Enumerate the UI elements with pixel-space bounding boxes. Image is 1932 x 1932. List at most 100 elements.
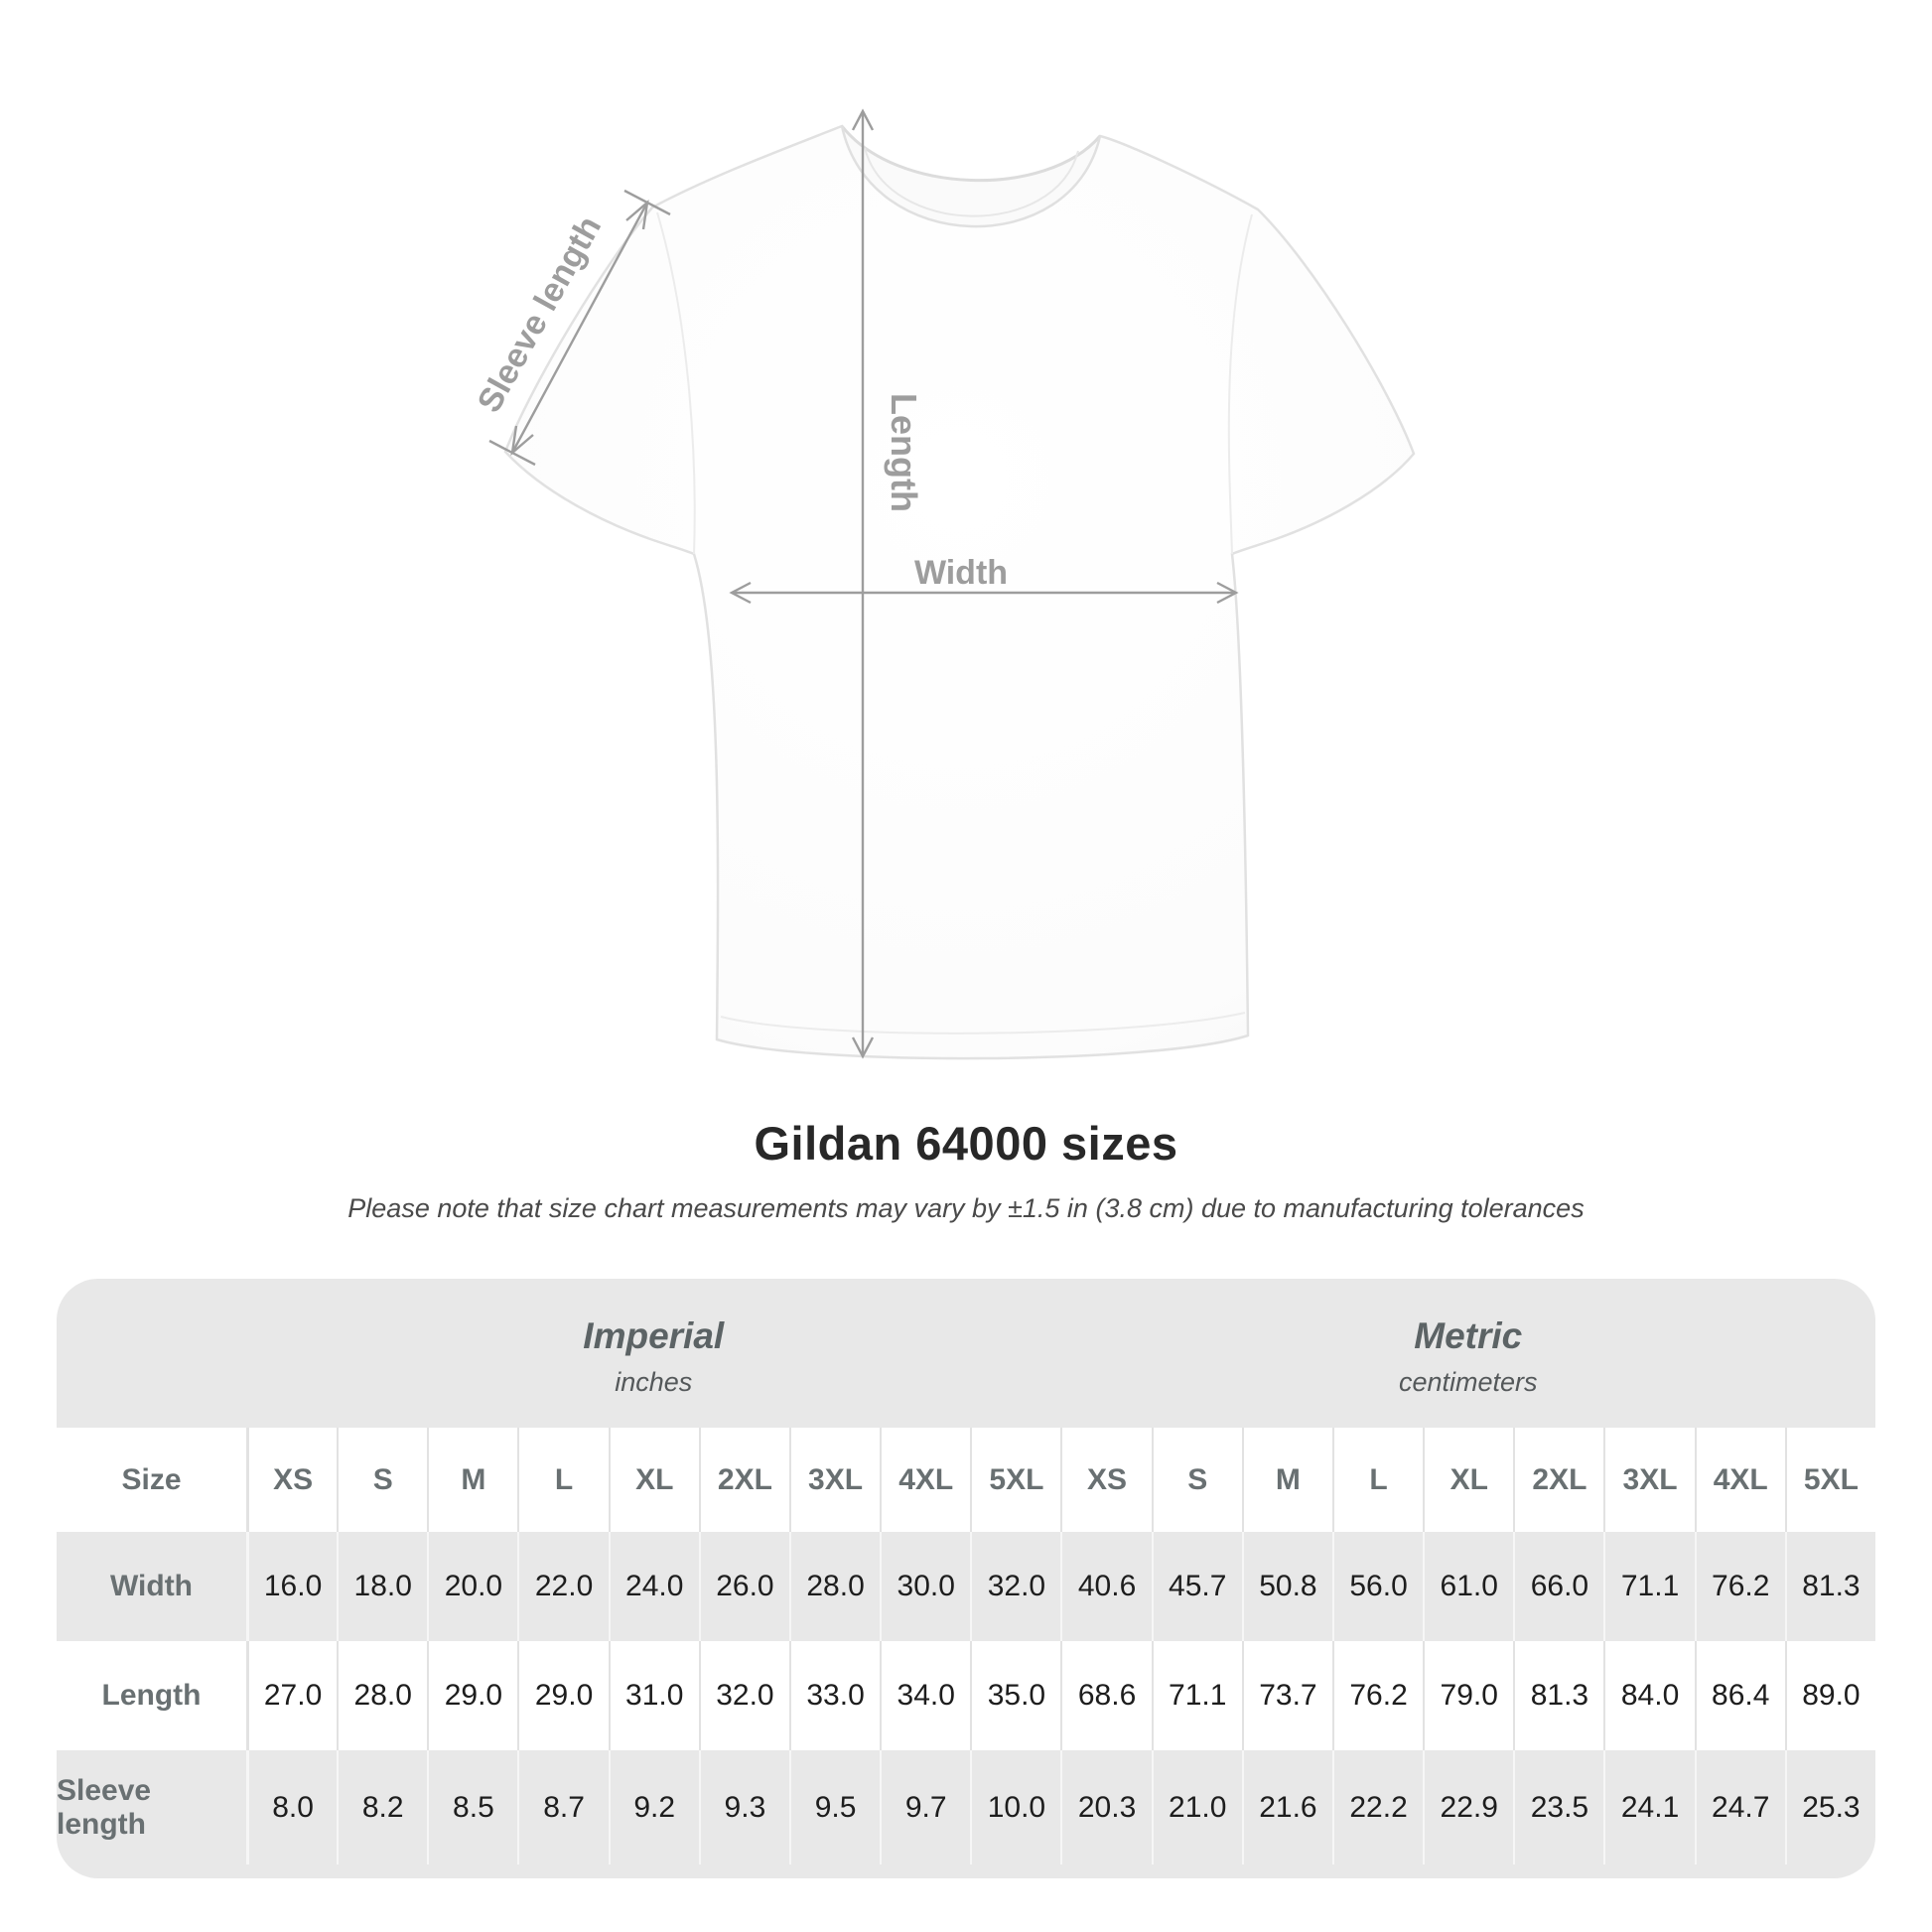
col-header-metric-s: S: [1151, 1428, 1242, 1532]
cell-length-imperial-3xl: 33.0: [788, 1641, 880, 1750]
unit-group-header: Imperial inches Metric centimeters: [57, 1279, 1875, 1428]
row-label-width: Width: [109, 1570, 194, 1602]
col-header-metric-2xl: 2XL: [1513, 1428, 1603, 1532]
cell-sleeve-length-metric-3xl: 24.1: [1603, 1750, 1694, 1864]
cell-sleeve-length-metric-s: 21.0: [1151, 1750, 1242, 1864]
length-dimension: [851, 108, 875, 1059]
collar-inner-rib: [864, 147, 1079, 217]
col-header-metric-4xl: 4XL: [1694, 1428, 1785, 1532]
col-header-imperial-s: S: [337, 1428, 427, 1532]
right-sleeve-seam: [1227, 213, 1253, 555]
cell-width-imperial-2xl: 26.0: [698, 1532, 789, 1641]
cell-width-metric-xl: 61.0: [1423, 1532, 1513, 1641]
cell-width-imperial-4xl: 30.0: [880, 1532, 970, 1641]
cell-width-metric-xs: 40.6: [1060, 1532, 1151, 1641]
metric-group-title: Metric: [1414, 1314, 1523, 1356]
tshirt-size-diagram: Sleeve length Length Width: [471, 108, 1416, 1060]
col-header-metric-3xl: 3XL: [1603, 1428, 1694, 1532]
cell-width-imperial-l: 22.0: [517, 1532, 608, 1641]
col-header-metric-l: L: [1331, 1428, 1423, 1532]
size-grid: Size XS S M L XL 2XL 3XL 4XL 5XL XS S M L XL 2XL 3XL 4XL 5…: [57, 1428, 1875, 1864]
cell-sleeve-length-imperial-xs: 8.0: [246, 1750, 337, 1864]
cell-length-metric-4xl: 86.4: [1694, 1641, 1785, 1750]
row-label-length: Length: [101, 1679, 202, 1712]
cell-width-metric-4xl: 76.2: [1694, 1532, 1785, 1641]
cell-length-metric-xs: 68.6: [1060, 1641, 1151, 1750]
cell-length-metric-5xl: 89.0: [1784, 1641, 1875, 1750]
cell-width-imperial-s: 18.0: [337, 1532, 427, 1641]
col-header-imperial-xl: XL: [608, 1428, 699, 1532]
cell-width-imperial-m: 20.0: [427, 1532, 517, 1641]
cell-length-metric-s: 71.1: [1151, 1641, 1242, 1750]
sleeve-dimension: [488, 189, 671, 467]
cell-width-metric-m: 50.8: [1241, 1532, 1332, 1641]
page-title: Gildan 64000 sizes: [754, 1117, 1178, 1170]
table-row: Width 16.0 18.0 20.0 22.0 24.0 26.0 28.0 30.0 32.…: [57, 1532, 1875, 1641]
cell-width-metric-2xl: 66.0: [1513, 1532, 1603, 1641]
cell-length-metric-2xl: 81.3: [1513, 1641, 1603, 1750]
cell-sleeve-length-imperial-2xl: 9.3: [698, 1750, 789, 1864]
col-header-metric-xs: XS: [1060, 1428, 1151, 1532]
cell-sleeve-length-imperial-m: 8.5: [427, 1750, 517, 1864]
col-header-metric-m: M: [1241, 1428, 1332, 1532]
cell-sleeve-length-metric-4xl: 24.7: [1694, 1750, 1785, 1864]
cell-width-metric-s: 45.7: [1151, 1532, 1242, 1641]
cell-length-imperial-s: 28.0: [337, 1641, 427, 1750]
col-header-imperial-m: M: [427, 1428, 517, 1532]
cell-length-imperial-xl: 31.0: [608, 1641, 699, 1750]
imperial-group-title: Imperial: [583, 1314, 725, 1356]
cell-width-imperial-5xl: 32.0: [970, 1532, 1060, 1641]
cell-sleeve-length-metric-xs: 20.3: [1060, 1750, 1151, 1864]
cell-sleeve-length-imperial-4xl: 9.7: [880, 1750, 970, 1864]
width-label: Width: [914, 554, 1008, 592]
cell-sleeve-length-imperial-l: 8.7: [517, 1750, 608, 1864]
cell-length-imperial-5xl: 35.0: [970, 1641, 1060, 1750]
cell-length-imperial-l: 29.0: [517, 1641, 608, 1750]
metric-group-header: Metric centimeters: [1061, 1279, 1876, 1428]
col-header-metric-5xl: 5XL: [1784, 1428, 1875, 1532]
cell-width-imperial-xs: 16.0: [246, 1532, 337, 1641]
cell-length-imperial-4xl: 34.0: [880, 1641, 970, 1750]
metric-group-unit: centimeters: [1398, 1366, 1538, 1397]
cell-length-metric-l: 76.2: [1331, 1641, 1423, 1750]
col-header-imperial-l: L: [517, 1428, 608, 1532]
cell-sleeve-length-metric-5xl: 25.3: [1784, 1750, 1875, 1864]
cell-sleeve-length-imperial-xl: 9.2: [608, 1750, 699, 1864]
hem-stitch: [720, 1012, 1246, 1035]
cell-sleeve-length-metric-2xl: 23.5: [1513, 1750, 1603, 1864]
band-label-spacer: [57, 1279, 246, 1428]
cell-width-metric-5xl: 81.3: [1784, 1532, 1875, 1641]
col-header-imperial-5xl: 5XL: [970, 1428, 1060, 1532]
table-row: Size XS S M L XL 2XL 3XL 4XL 5XL XS S M L XL 2XL 3XL 4XL 5…: [57, 1428, 1875, 1532]
cell-sleeve-length-imperial-3xl: 9.5: [788, 1750, 880, 1864]
cell-length-metric-xl: 79.0: [1423, 1641, 1513, 1750]
cell-length-imperial-2xl: 32.0: [698, 1641, 789, 1750]
cell-width-metric-l: 56.0: [1331, 1532, 1423, 1641]
cell-width-metric-3xl: 71.1: [1603, 1532, 1694, 1641]
cell-width-imperial-xl: 24.0: [608, 1532, 699, 1641]
cell-sleeve-length-metric-m: 21.6: [1241, 1750, 1332, 1864]
width-dimension: [729, 581, 1239, 605]
col-header-imperial-2xl: 2XL: [698, 1428, 789, 1532]
table-row: Sleeve length 8.0 8.2 8.5 8.7 9.2 9.3 9.5 9.7 10.…: [57, 1750, 1875, 1864]
cell-length-imperial-m: 29.0: [427, 1641, 517, 1750]
cell-length-imperial-xs: 27.0: [246, 1641, 337, 1750]
size-table: Imperial inches Metric centimeters Size X…: [57, 1279, 1875, 1878]
cell-width-imperial-3xl: 28.0: [788, 1532, 880, 1641]
imperial-group-header: Imperial inches: [246, 1279, 1061, 1428]
cell-sleeve-length-metric-xl: 22.9: [1423, 1750, 1513, 1864]
collar-back-seam: [840, 125, 1102, 182]
table-row: Length 27.0 28.0 29.0 29.0 31.0 32.0 33.0 34.0 35…: [57, 1641, 1875, 1750]
length-label: Length: [884, 393, 924, 512]
row-label-sleeve-length: Sleeve length: [57, 1773, 152, 1841]
col-header-imperial-xs: XS: [246, 1428, 337, 1532]
tolerance-note: Please note that size chart measurements…: [347, 1193, 1585, 1223]
imperial-group-unit: inches: [615, 1366, 693, 1397]
col-header-imperial-3xl: 3XL: [788, 1428, 880, 1532]
left-sleeve-seam: [656, 211, 696, 555]
col-header-imperial-4xl: 4XL: [880, 1428, 970, 1532]
cell-sleeve-length-metric-l: 22.2: [1331, 1750, 1423, 1864]
cell-length-metric-3xl: 84.0: [1603, 1641, 1694, 1750]
col-header-metric-xl: XL: [1423, 1428, 1513, 1532]
